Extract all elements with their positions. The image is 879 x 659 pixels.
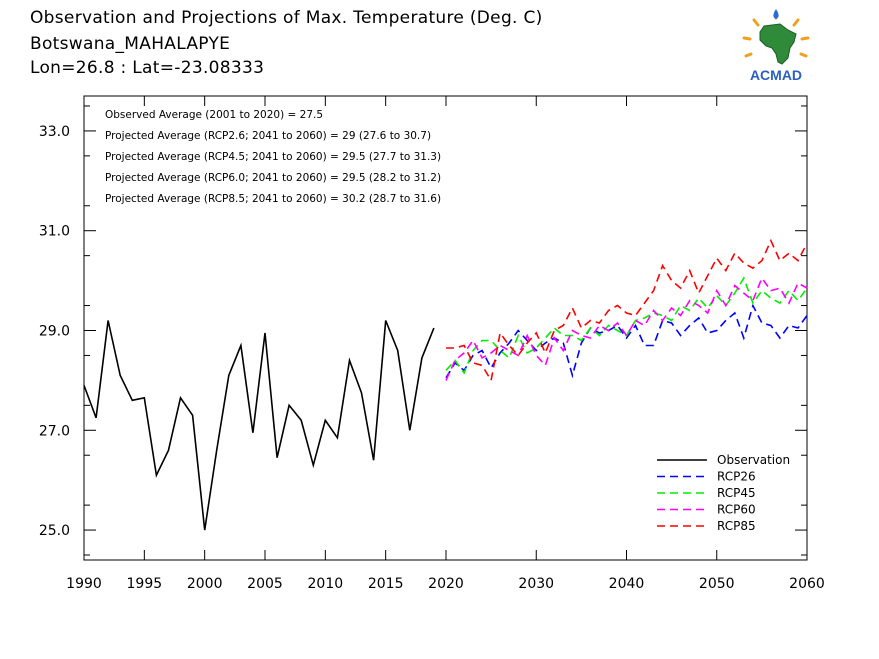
x-tick-label: 2000 <box>187 576 223 592</box>
y-tick-label: 25.0 <box>39 523 70 539</box>
annotation-text: Observed Average (2001 to 2020) = 27.5 <box>105 109 323 121</box>
x-tick-label: 1990 <box>66 576 102 592</box>
legend-label: RCP60 <box>717 503 756 517</box>
x-tick-label: 2010 <box>308 576 344 592</box>
series-line-rcp85 <box>446 238 808 383</box>
series-line-rcp45 <box>445 276 808 375</box>
y-tick-label: 33.0 <box>39 124 70 140</box>
series-line-observation <box>83 320 435 531</box>
annotation-text: Projected Average (RCP6.0; 2041 to 2060)… <box>105 172 441 184</box>
x-tick-label: 2005 <box>247 576 283 592</box>
legend-label: RCP26 <box>717 470 756 484</box>
y-tick-label: 31.0 <box>39 224 70 240</box>
legend-label: RCP85 <box>717 519 756 533</box>
x-tick-label: 1995 <box>127 576 163 592</box>
annotation-text: Projected Average (RCP2.6; 2041 to 2060)… <box>105 130 431 142</box>
legend-label: RCP45 <box>717 486 756 500</box>
chart-title: Observation and Projections of Max. Temp… <box>30 8 543 28</box>
series-line-rcp60 <box>445 276 808 381</box>
x-tick-label: 2040 <box>609 576 645 592</box>
acmad-logo: ACMAD <box>742 9 810 83</box>
logo-text: ACMAD <box>750 67 802 83</box>
legend-label: Observation <box>717 453 790 467</box>
x-tick-label: 2020 <box>428 576 464 592</box>
plot-frame <box>83 95 808 561</box>
station-coordinates: Lon=26.8 : Lat=-23.08333 <box>30 58 265 78</box>
africa-map-sun-icon <box>742 9 810 65</box>
x-tick-label: 2030 <box>518 576 554 592</box>
x-tick-label: 2060 <box>789 576 825 592</box>
station-name: Botswana_MAHALAPYE <box>30 34 231 54</box>
y-tick-label: 29.0 <box>39 323 70 339</box>
x-tick-label: 2015 <box>368 576 404 592</box>
annotation-text: Projected Average (RCP4.5; 2041 to 2060)… <box>105 151 441 163</box>
series-line-rcp26 <box>445 303 808 379</box>
annotation-text: Projected Average (RCP8.5; 2041 to 2060)… <box>105 193 441 205</box>
x-tick-label: 2050 <box>699 576 735 592</box>
y-tick-label: 27.0 <box>39 423 70 439</box>
